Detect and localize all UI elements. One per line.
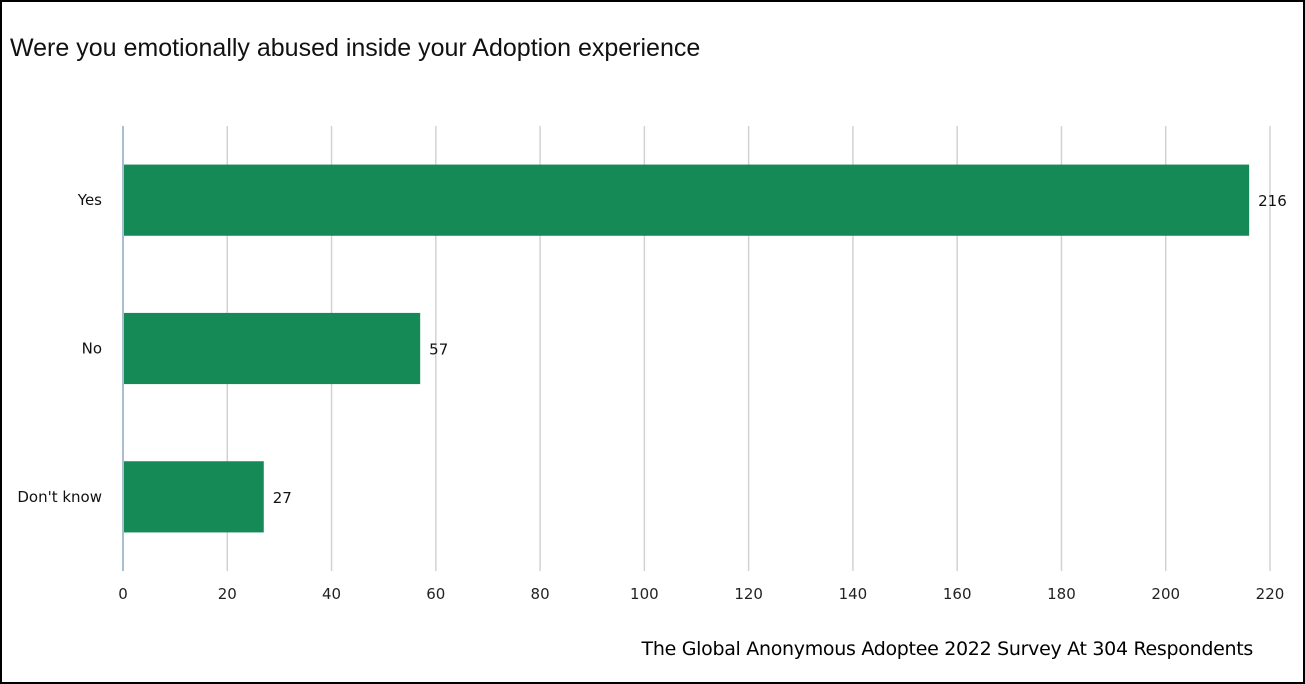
x-tick-label: 180	[1047, 585, 1076, 603]
data-label: 216	[1258, 192, 1287, 210]
footer-note: The Global Anonymous Adoptee 2022 Survey…	[641, 638, 1254, 660]
data-label: 27	[273, 489, 292, 507]
category-label: No	[82, 340, 102, 358]
x-tick-label: 20	[218, 585, 237, 603]
x-tick-label: 160	[943, 585, 972, 603]
category-label: Yes	[77, 191, 102, 209]
bar	[124, 164, 1250, 236]
x-tick-label: 0	[118, 585, 128, 603]
bar	[124, 461, 264, 533]
data-label: 57	[429, 341, 448, 359]
x-tick-label: 80	[531, 585, 550, 603]
x-tick-label: 40	[322, 585, 341, 603]
labels: 0 20 40 60 80 100 120 140 160 180 200 220 Yes 216 No 57…	[17, 191, 1286, 603]
x-tick-label: 140	[839, 585, 868, 603]
bars	[124, 164, 1250, 533]
x-tick-label: 120	[734, 585, 763, 603]
bar	[124, 312, 421, 385]
x-tick-label: 200	[1151, 585, 1180, 603]
x-tick-label: 60	[426, 585, 445, 603]
x-tick-label: 220	[1256, 585, 1285, 603]
chart-title: Were you emotionally abused inside your …	[10, 34, 701, 62]
x-tick-label: 100	[630, 585, 659, 603]
category-label: Don't know	[17, 488, 102, 506]
